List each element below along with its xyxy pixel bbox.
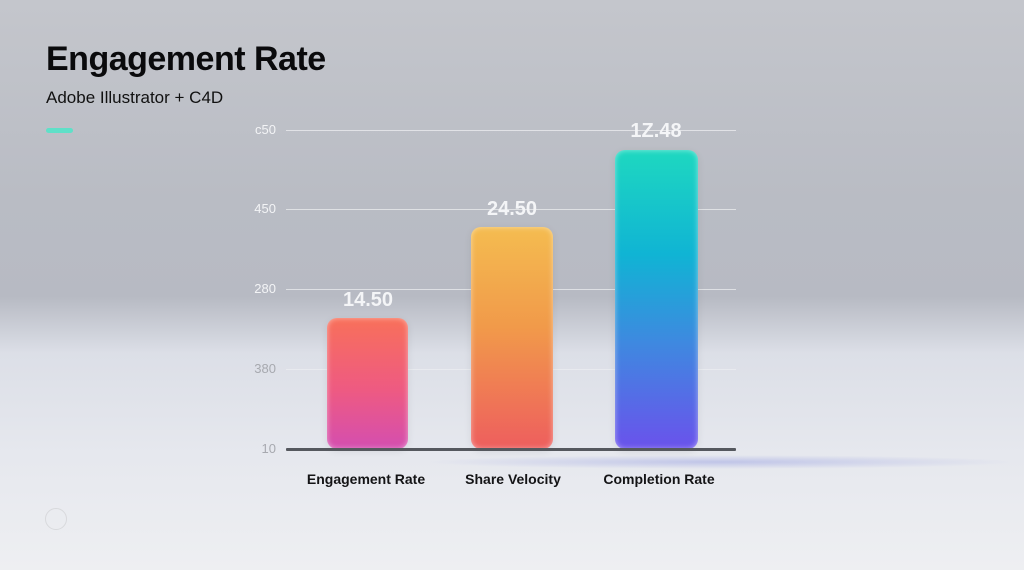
bar-completion-rate [615,150,698,449]
accent-bar [46,128,73,133]
x-axis-label: Completion Rate [603,471,715,487]
floor-shadow [420,455,1020,469]
bar-share-velocity [471,227,553,449]
bar-value-label: 1Z.48 [630,120,682,142]
y-tick-label: 10 [261,441,276,456]
bar-value-label: 14.50 [342,289,394,311]
chart-title: Engagement Rate [46,40,326,78]
gridline [286,209,736,210]
bar-engagement-rate [327,318,408,449]
chart-subtitle: Adobe Illustrator + C4D [46,88,224,107]
y-tick-label: 380 [254,361,276,376]
gridline [286,130,736,131]
y-tick-label: ᴄ50 [255,122,276,137]
x-axis-baseline [286,448,736,451]
bar-value-label: 24.50 [486,198,538,220]
x-axis-label: Engagement Rate [306,471,426,487]
y-tick-label: 450 [254,201,276,216]
x-axis-label: Share Velocity [465,471,561,487]
y-tick-label: 280 [254,281,276,296]
circle-logo-icon [45,508,67,530]
